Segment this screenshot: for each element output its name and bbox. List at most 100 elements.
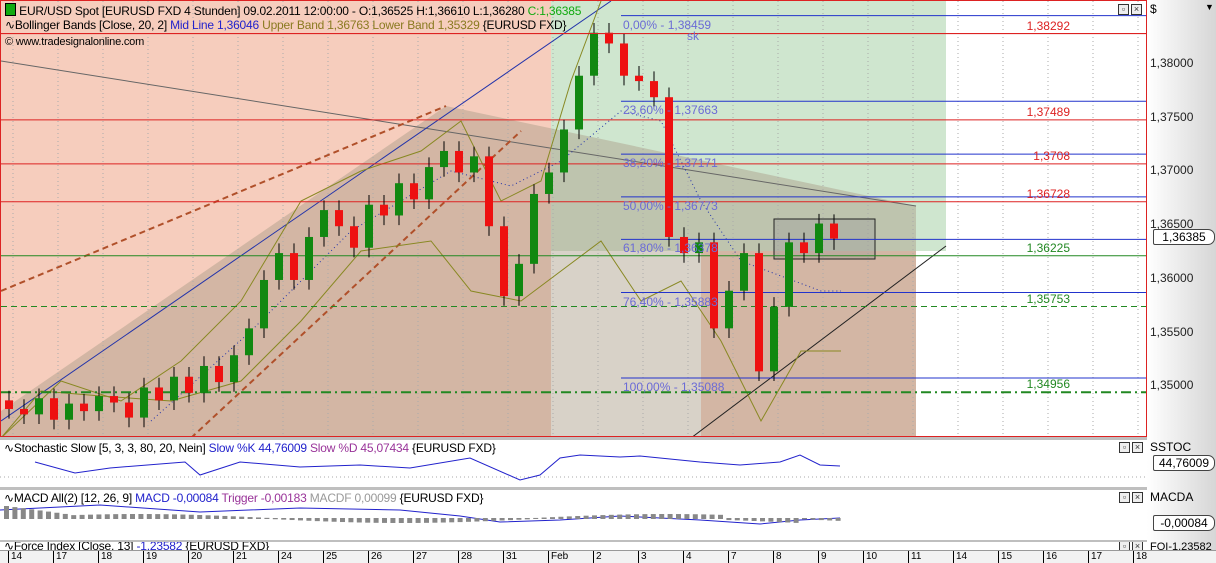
macd-bar	[4, 506, 9, 519]
fib-label: 38,20% - 1,37171	[623, 156, 718, 171]
candle	[500, 226, 508, 297]
candle	[455, 150, 463, 173]
maximize-button[interactable]: ▫	[1119, 542, 1130, 550]
macd-bar	[482, 518, 488, 522]
macd-suffix: {EURUSD FXD}	[399, 491, 484, 505]
stochastic-panel[interactable]: ∿Stochastic Slow [5, 3, 3, 80, 20, Nein]…	[0, 437, 1147, 487]
close-button[interactable]: ×	[1131, 4, 1142, 15]
macd-bar	[214, 515, 219, 519]
macd-bar	[289, 518, 295, 521]
macd-bar	[373, 518, 379, 523]
macd-bar	[88, 514, 93, 519]
force-index-panel[interactable]: ∿Force Index [Close, 13] -1,23582 {EURUS…	[0, 540, 1147, 550]
macd-bar	[37, 510, 43, 519]
date-label: 27	[413, 551, 427, 563]
candle	[230, 355, 238, 383]
macd-bar	[726, 518, 732, 521]
candle	[740, 253, 748, 291]
date-label: 10	[863, 551, 877, 563]
macd-bar	[390, 518, 396, 523]
candle	[755, 253, 763, 372]
macd-bar	[130, 514, 135, 519]
indicator-icon: ∿	[4, 441, 14, 455]
macd-bar	[415, 518, 421, 523]
macd-bar	[634, 514, 639, 519]
macd-bar	[71, 515, 77, 519]
macd-bar	[239, 516, 245, 519]
annotation-sk[interactable]: sk	[687, 29, 699, 43]
date-label: 15	[998, 551, 1012, 563]
macd-bar	[272, 518, 278, 520]
macd-bar	[499, 518, 505, 521]
candle	[725, 290, 733, 329]
maximize-button[interactable]: ▫	[1119, 442, 1130, 453]
candle	[770, 306, 778, 372]
macd-bar	[818, 518, 824, 521]
maximize-button[interactable]: ▫	[1118, 4, 1129, 15]
candle	[395, 183, 403, 216]
candle	[560, 129, 568, 173]
macd-bar	[29, 509, 35, 519]
candle	[170, 376, 178, 401]
zone-red-right	[701, 251, 916, 436]
candle	[350, 226, 358, 248]
date-label: Feb	[548, 551, 568, 563]
price-chart[interactable]: EUR/USD Spot [EURUSD FXD 4 Stunden] 09.0…	[0, 0, 1147, 437]
stoch-suffix: {EURUSD FXD}	[412, 441, 496, 455]
price-tick: 1,36500	[1150, 217, 1194, 232]
close-button[interactable]: ×	[1132, 492, 1143, 503]
macd-bar	[113, 514, 119, 519]
date-label: 14	[953, 551, 967, 563]
candle	[35, 398, 43, 415]
date-label: 16	[1043, 551, 1057, 563]
candle	[695, 242, 703, 254]
level-label: 1,36728	[1026, 186, 1070, 201]
level-label: 1,36225	[1026, 240, 1070, 255]
macd-panel[interactable]: ∿MACD All(2) [12, 26, 9] MACD -0,00084 T…	[0, 487, 1147, 540]
close-button[interactable]: ×	[1132, 442, 1143, 453]
stochastic-plot	[0, 454, 1147, 481]
zone-red	[1, 1, 551, 436]
macd-bar	[298, 518, 303, 521]
date-label: 20	[188, 551, 202, 563]
macd-bar	[508, 518, 513, 521]
macd-bar	[533, 517, 539, 519]
bb-suffix: {EURUSD FXD}	[482, 18, 567, 32]
close-button[interactable]: ×	[1132, 542, 1143, 550]
stoch-current-tag: 44,76009	[1153, 455, 1215, 471]
fib-label: 50,00% - 1,36773	[623, 198, 718, 213]
macd-value: MACD -0,00084	[135, 491, 219, 505]
macd-bar	[96, 514, 102, 519]
time-axis[interactable]: 14 17 18 19 20 21 24 25 26 27 28 31 Feb 2 3 4 7 8 9 10 11 14 1…	[0, 550, 1216, 563]
macd-bar	[659, 514, 665, 519]
stoch-d: Slow %D 45,07434	[310, 441, 409, 455]
candle	[380, 204, 388, 216]
candle	[320, 210, 328, 237]
bollinger-mid	[150, 110, 841, 422]
candle	[590, 32, 598, 76]
force-value: -1,23582	[136, 540, 183, 550]
candle	[665, 97, 673, 237]
macd-bar	[306, 518, 312, 521]
macd-bar	[810, 518, 816, 520]
candle	[5, 400, 13, 409]
bollinger-header: ∿Bollinger Bands [Close, 20, 2] Mid Line…	[5, 18, 567, 32]
macd-bar	[222, 515, 228, 519]
macd-bar	[12, 507, 18, 519]
macd-bar	[575, 516, 581, 519]
macd-bar	[146, 514, 152, 519]
date-label: 28	[458, 551, 472, 563]
maximize-button[interactable]: ▫	[1119, 492, 1130, 503]
fib-label: 100,00% - 1,35088	[623, 380, 725, 394]
date-label: 18	[1133, 551, 1147, 563]
macd-bar	[617, 514, 623, 519]
candle	[245, 328, 253, 356]
bb-bands: Upper Band 1,36763 Lower Band 1,35329	[262, 18, 480, 32]
dropdown-icon[interactable]: ▼	[1205, 2, 1214, 12]
macd-bar	[491, 518, 497, 521]
macd-bar	[642, 514, 648, 519]
candle	[80, 403, 88, 412]
candle	[785, 242, 793, 307]
macd-bar	[776, 518, 782, 523]
zone-green	[551, 1, 946, 251]
